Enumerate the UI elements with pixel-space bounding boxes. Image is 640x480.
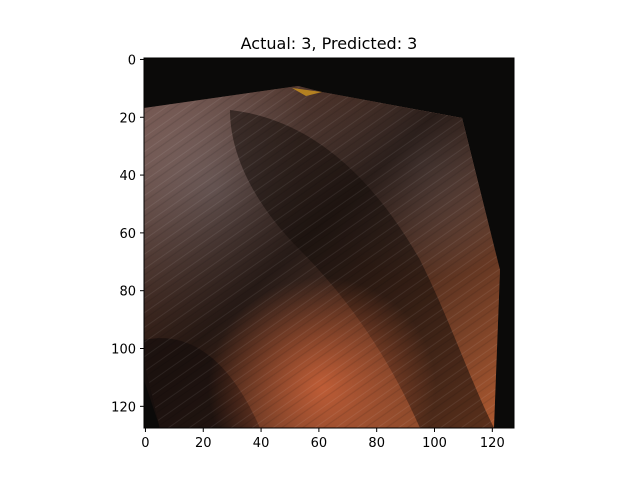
figure-title: Actual: 3, Predicted: 3	[241, 34, 418, 53]
x-axis: 0 20 40 60 80 100 120	[141, 428, 505, 451]
x-tick-label: 60	[311, 436, 328, 451]
y-tick-label: 20	[119, 111, 136, 126]
image-panel	[144, 58, 514, 428]
y-tick-label: 40	[119, 169, 136, 184]
x-tick-label: 100	[422, 436, 447, 451]
x-tick-label: 0	[141, 436, 149, 451]
x-tick-label: 40	[253, 436, 270, 451]
axes-frame	[143, 57, 515, 429]
x-tick-label: 80	[368, 436, 385, 451]
y-tick-label: 120	[111, 400, 136, 415]
y-tick-label: 100	[111, 343, 136, 358]
tissue-region	[144, 86, 500, 428]
x-tick-label: 20	[195, 436, 212, 451]
y-axis: 0 20 40 60 80 100 120	[111, 53, 144, 415]
x-tick-label: 120	[480, 436, 505, 451]
y-tick-label: 60	[119, 227, 136, 242]
y-tick-label: 0	[128, 53, 136, 68]
y-tick-label: 80	[119, 285, 136, 300]
